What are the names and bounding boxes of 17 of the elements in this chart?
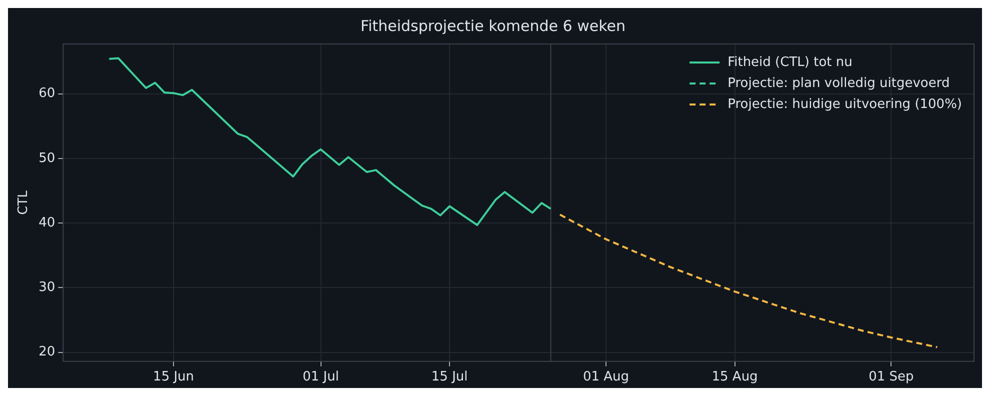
y-tick-label: 30 <box>38 280 56 296</box>
y-tick-label: 60 <box>38 86 56 102</box>
y-tick-label: 50 <box>38 150 56 166</box>
x-tick-label: 15 Jun <box>153 370 194 385</box>
legend-label: Projectie: huidige uitvoering (100%) <box>728 96 962 112</box>
x-tick-label: 01 Sep <box>868 370 914 385</box>
x-tick-label: 01 Aug <box>582 370 630 385</box>
x-tick-label: 01 Jul <box>302 370 339 385</box>
legend-label: Fitheid (CTL) tot nu <box>728 54 852 70</box>
legend-label: Projectie: plan volledig uitgevoerd <box>728 76 950 91</box>
y-axis-title: CTL <box>16 190 32 215</box>
line-series <box>558 214 938 348</box>
x-tick-label: 15 Aug <box>712 370 758 385</box>
chart-title: Fitheidsprojectie komende 6 weken <box>360 16 626 35</box>
y-tick-label: 20 <box>38 344 56 360</box>
x-tick-label: 15 Jul <box>431 370 468 385</box>
y-tick-label: 40 <box>38 215 56 230</box>
